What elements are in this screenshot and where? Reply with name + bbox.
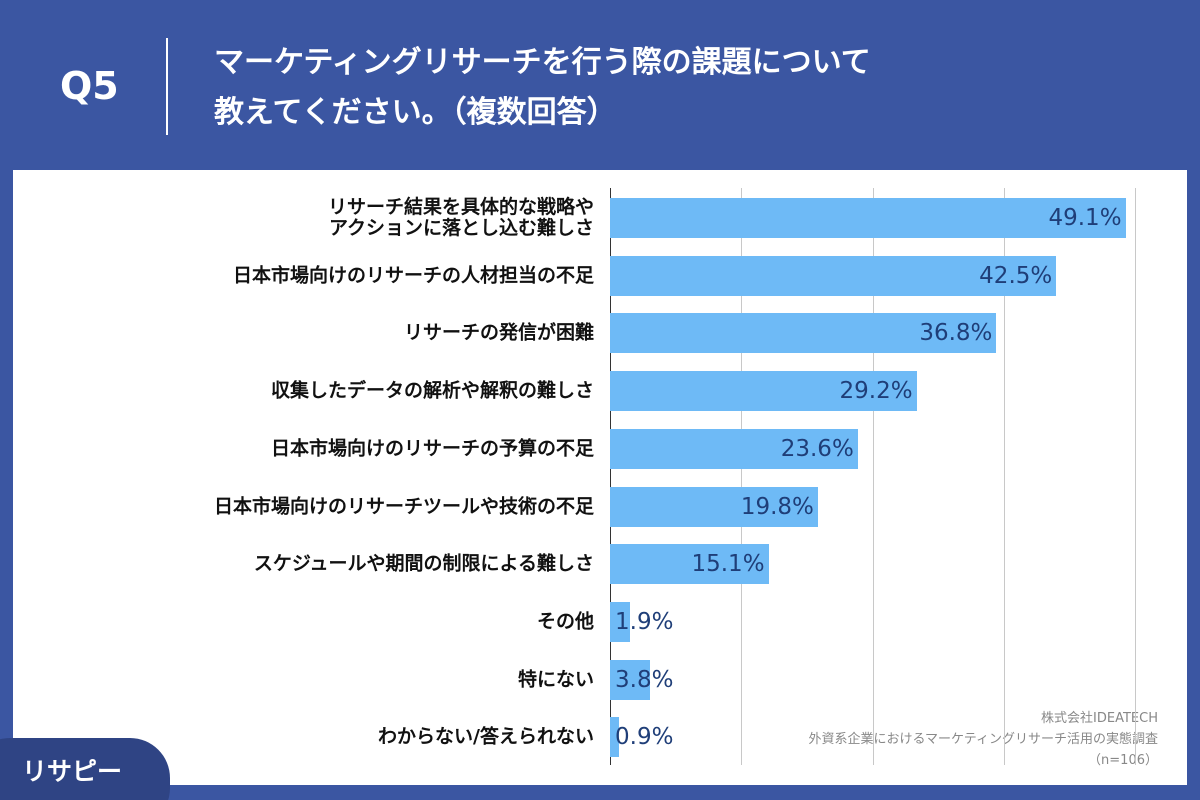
category-label: 日本市場向けのリサーチツールや技術の不足	[213, 495, 594, 517]
value-label: 0.9%	[615, 724, 674, 751]
bar	[610, 601, 630, 642]
axis-line	[610, 188, 611, 765]
category-label: 日本市場向けのリサーチの予算の不足	[270, 437, 594, 460]
value-label: 42.5%	[979, 262, 1053, 289]
category-label: リサーチの発信が困難	[403, 321, 594, 344]
grid-line	[872, 188, 874, 765]
logo-background	[0, 738, 170, 800]
bar	[610, 717, 620, 758]
category-label: その他	[536, 610, 594, 633]
bar	[610, 255, 1057, 296]
grid-line	[1135, 188, 1136, 765]
source-line: 外資系企業におけるマーケティングリサーチ活用の実態調査	[808, 732, 1158, 747]
value-label: 49.1%	[1048, 205, 1122, 231]
logo: リサピー	[22, 757, 123, 786]
grid-line	[1003, 188, 1005, 765]
question-number: Q5	[60, 64, 119, 108]
grid-line	[741, 188, 743, 765]
value-label: 19.8%	[740, 493, 814, 520]
bar	[610, 313, 997, 354]
source: 株式会社IDEATECH 外資系企業におけるマーケティングリサーチ活用の実態調査 （…	[809, 708, 1158, 771]
source-line: 株式会社IDEATECH	[1041, 711, 1158, 726]
bar	[610, 659, 650, 700]
source-line: （n=106）	[1088, 753, 1158, 768]
category-label: 収集したデータの解析や解釈の難しさ	[270, 379, 594, 402]
bar	[610, 198, 1126, 238]
bar	[610, 486, 818, 527]
category-label: 特にない	[517, 668, 594, 691]
value-label: 23.6%	[780, 435, 854, 462]
bar	[610, 428, 858, 469]
value-label: 3.8%	[615, 666, 674, 693]
category-label: リサーチ結果を具体的な戦略や アクションに落とし込む難しさ	[327, 196, 594, 239]
chart-title: マーケティングリサーチを行う際の課題について 教えてください。（複数回答）	[214, 45, 871, 130]
separator	[166, 38, 168, 135]
value-label: 29.2%	[839, 378, 913, 405]
category-label: 日本市場向けのリサーチの人材担当の不足	[232, 264, 594, 287]
value-label: 36.8%	[919, 320, 993, 347]
category-label: わからない/答えられない	[378, 725, 594, 748]
category-label: スケジュールや期間の制限による難しさ	[253, 552, 594, 575]
bar	[610, 544, 769, 585]
value-label: 15.1%	[691, 551, 765, 578]
bar	[610, 371, 917, 412]
value-label: 1.9%	[615, 608, 674, 635]
